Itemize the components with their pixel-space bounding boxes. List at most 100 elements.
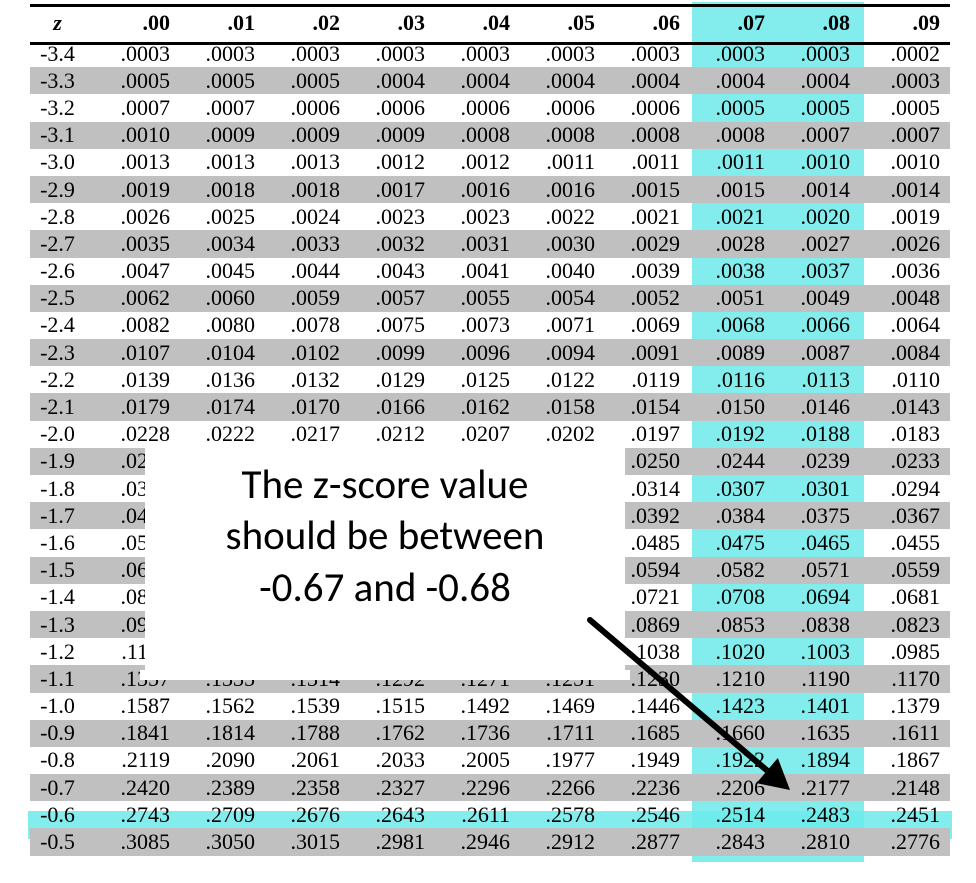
annotation-line-1: The z-score value [150,460,620,511]
z-cell: .0059 [265,285,350,312]
z-cell: .0009 [265,122,350,149]
z-label: -3.0 [30,149,95,176]
z-cell: .0055 [435,285,520,312]
table-row: -2.6.0047.0045.0044.0043.0041.0040.0039.… [30,258,950,285]
table-row: -2.0.0228.0222.0217.0212.0207.0202.0197.… [30,421,950,448]
z-cell: .2611 [435,801,520,828]
table-row: -2.3.0107.0104.0102.0099.0096.0094.0091.… [30,339,950,366]
z-cell: .2090 [180,747,265,774]
z-cell: .0559 [860,557,950,584]
z-cell: .0005 [860,94,950,121]
annotation-arrow [550,580,830,830]
z-cell: .1611 [860,720,950,747]
z-cell: .0043 [350,258,435,285]
z-cell: .0162 [435,393,520,420]
z-cell: .0064 [860,312,950,339]
z-cell: .0244 [690,448,775,475]
z-cell: .0020 [775,203,860,230]
z-label: -0.9 [30,720,95,747]
z-cell: .0013 [265,149,350,176]
z-cell: .2451 [860,801,950,828]
z-cell: .0044 [265,258,350,285]
z-cell: .0192 [690,421,775,448]
z-cell: .0027 [775,230,860,257]
z-label: -0.5 [30,828,95,855]
col-header: .02 [265,6,350,40]
table-row: -2.5.0062.0060.0059.0057.0055.0054.0052.… [30,285,950,312]
z-cell: .0006 [350,94,435,121]
z-cell: .0025 [180,203,265,230]
col-header: .06 [605,6,690,40]
z-cell: .0008 [605,122,690,149]
z-cell: .0307 [690,475,775,502]
z-cell: .0004 [435,67,520,94]
col-header: .07 [690,6,775,40]
z-cell: .1539 [265,693,350,720]
z-cell: .0032 [350,230,435,257]
z-cell: .2296 [435,774,520,801]
z-cell: .0018 [265,176,350,203]
z-cell: .2877 [605,828,690,855]
col-header-z: z [30,6,95,40]
z-cell: .0019 [95,176,180,203]
z-label: -1.1 [30,665,95,692]
z-cell: .0102 [265,339,350,366]
z-cell: .0107 [95,339,180,366]
z-cell: .2743 [95,801,180,828]
z-label: -2.1 [30,393,95,420]
z-cell: .0010 [95,122,180,149]
z-cell: .0294 [860,475,950,502]
z-cell: .0007 [775,122,860,149]
z-cell: .1562 [180,693,265,720]
z-cell: .0023 [350,203,435,230]
z-label: -2.0 [30,421,95,448]
z-cell: .1379 [860,693,950,720]
table-row: -2.1.0179.0174.0170.0166.0162.0158.0154.… [30,393,950,420]
z-cell: .0455 [860,529,950,556]
header-rule-top [30,4,950,7]
table-row: -3.1.0010.0009.0009.0009.0008.0008.0008.… [30,122,950,149]
header-rule-bottom [30,42,950,45]
z-label: -2.6 [30,258,95,285]
z-cell: .0019 [860,203,950,230]
table-row: -3.3.0005.0005.0005.0004.0004.0004.0004.… [30,67,950,94]
z-cell: .0110 [860,366,950,393]
z-cell: .0089 [690,339,775,366]
z-cell: .0212 [350,421,435,448]
z-cell: .0011 [520,149,605,176]
z-label: -3.1 [30,122,95,149]
z-label: -0.8 [30,747,95,774]
z-cell: .0010 [775,149,860,176]
z-cell: .0009 [180,122,265,149]
table-row: -3.2.0007.0007.0006.0006.0006.0006.0006.… [30,94,950,121]
z-cell: .2810 [775,828,860,855]
z-cell: .0143 [860,393,950,420]
z-cell: .0052 [605,285,690,312]
z-cell: .0116 [690,366,775,393]
z-cell: .1170 [860,665,950,692]
z-label: -1.0 [30,693,95,720]
table-row: -2.2.0139.0136.0132.0129.0125.0122.0119.… [30,366,950,393]
z-cell: .1814 [180,720,265,747]
z-cell: .2946 [435,828,520,855]
z-cell: .0384 [690,502,775,529]
z-cell: .0091 [605,339,690,366]
z-cell: .0008 [520,122,605,149]
z-cell: .2709 [180,801,265,828]
col-header: .09 [860,6,950,40]
z-cell: .0073 [435,312,520,339]
z-cell: .0465 [775,529,860,556]
z-cell: .0087 [775,339,860,366]
z-cell: .0010 [860,149,950,176]
z-cell: .0021 [690,203,775,230]
z-cell: .0183 [860,421,950,448]
z-cell: .2776 [860,828,950,855]
z-label: -1.8 [30,475,95,502]
z-cell: .0197 [605,421,690,448]
z-label: -2.7 [30,230,95,257]
z-cell: .0031 [435,230,520,257]
z-cell: .2843 [690,828,775,855]
z-cell: .0113 [775,366,860,393]
z-cell: .0008 [435,122,520,149]
z-label: -0.7 [30,774,95,801]
